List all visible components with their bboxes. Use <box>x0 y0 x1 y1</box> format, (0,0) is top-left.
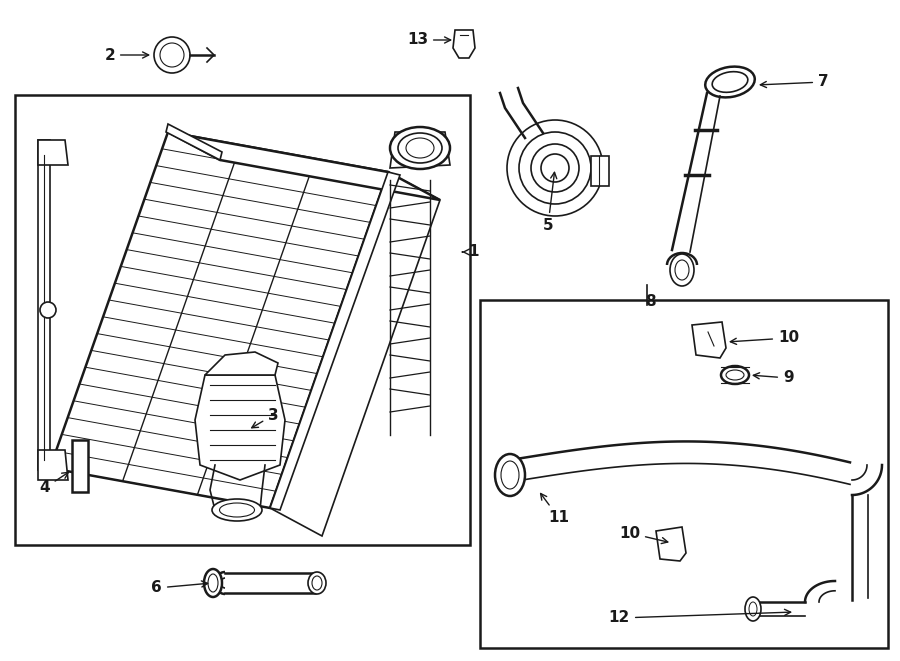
Text: 12: 12 <box>608 609 791 625</box>
Text: 3: 3 <box>252 407 279 428</box>
Ellipse shape <box>495 454 525 496</box>
Circle shape <box>154 37 190 73</box>
Text: 5: 5 <box>543 173 557 233</box>
Bar <box>15 95 470 545</box>
Circle shape <box>507 120 603 216</box>
Text: 4: 4 <box>40 473 68 496</box>
Ellipse shape <box>390 127 450 169</box>
Ellipse shape <box>721 366 749 384</box>
Polygon shape <box>38 140 68 165</box>
Bar <box>591 156 609 186</box>
Polygon shape <box>270 172 400 510</box>
Ellipse shape <box>670 254 694 286</box>
Ellipse shape <box>745 597 761 621</box>
Polygon shape <box>168 132 440 200</box>
Text: 11: 11 <box>541 494 569 525</box>
Polygon shape <box>692 322 726 358</box>
Text: 1: 1 <box>463 245 479 260</box>
Polygon shape <box>390 132 450 168</box>
Polygon shape <box>195 375 285 480</box>
Ellipse shape <box>398 133 442 163</box>
Bar <box>72 440 88 492</box>
Polygon shape <box>453 30 475 58</box>
Ellipse shape <box>204 569 222 597</box>
Polygon shape <box>38 450 68 480</box>
Text: 10: 10 <box>730 330 799 346</box>
Ellipse shape <box>712 71 748 93</box>
Polygon shape <box>38 140 50 470</box>
Circle shape <box>40 302 56 318</box>
Ellipse shape <box>212 499 262 521</box>
Text: 9: 9 <box>753 371 794 385</box>
Bar <box>480 300 888 648</box>
Text: 6: 6 <box>151 580 208 596</box>
Ellipse shape <box>308 572 326 594</box>
Text: 8: 8 <box>644 295 655 309</box>
Polygon shape <box>656 527 686 561</box>
Text: 13: 13 <box>407 32 451 48</box>
Text: 2: 2 <box>104 48 148 63</box>
Ellipse shape <box>706 67 755 97</box>
Polygon shape <box>205 352 278 375</box>
Polygon shape <box>270 172 440 536</box>
Polygon shape <box>50 132 388 508</box>
Text: 10: 10 <box>619 525 668 543</box>
Text: 7: 7 <box>760 75 829 89</box>
Polygon shape <box>166 124 222 160</box>
